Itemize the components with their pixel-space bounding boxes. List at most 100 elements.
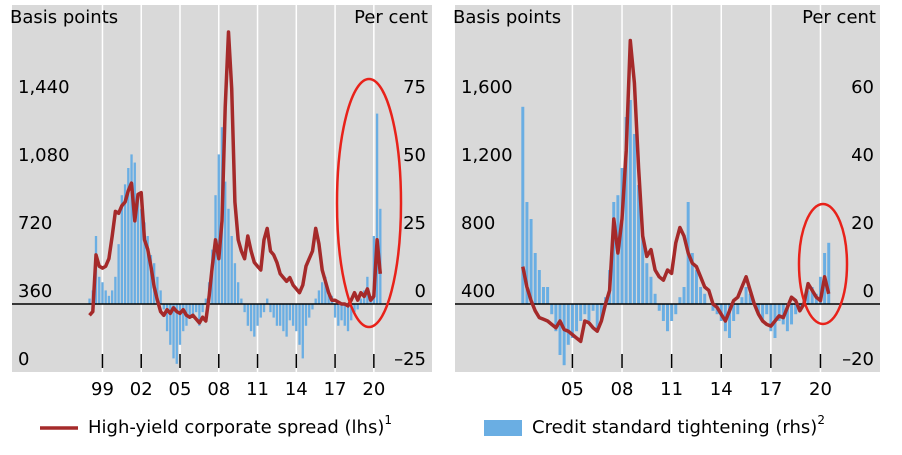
bar [133, 162, 136, 304]
bar [632, 134, 636, 304]
bar [591, 304, 595, 311]
bar [637, 185, 641, 304]
bar [227, 208, 230, 304]
y-tick-label: 720 [18, 213, 52, 234]
bar [818, 276, 822, 304]
bar [612, 202, 616, 304]
bar [127, 168, 130, 304]
bar [272, 304, 275, 318]
bar [641, 236, 645, 304]
bar [201, 304, 204, 313]
y2-tick-label: 0 [415, 281, 426, 302]
y2-tick-label: –25 [394, 349, 426, 370]
bar [288, 304, 292, 321]
bar [233, 263, 237, 304]
bar [736, 304, 740, 315]
bar [333, 304, 337, 318]
legend-text: High-yield corporate spread (lhs) [88, 417, 384, 438]
y2-tick-label: 60 [851, 77, 874, 98]
legend: High-yield corporate spread (lhs)1 Credit… [40, 413, 825, 438]
y-tick-label: 1,600 [461, 77, 513, 98]
bar [624, 117, 628, 304]
x-tick-label: 17 [759, 379, 782, 400]
bar [554, 304, 558, 332]
bar [356, 304, 359, 310]
bar [230, 236, 233, 304]
y2-tick-label: 40 [851, 145, 874, 166]
highlight-ellipse [335, 77, 403, 329]
bar [690, 253, 694, 304]
bar [794, 304, 798, 315]
bar [304, 304, 308, 326]
bar [256, 304, 259, 326]
x-tick-label: 14 [710, 379, 733, 400]
x-tick-label: 11 [660, 379, 683, 400]
y2-tick-label: 50 [403, 145, 426, 166]
bar [120, 195, 124, 304]
x-tick-label: 20 [362, 379, 385, 400]
bar [790, 304, 794, 325]
bar [529, 219, 533, 304]
bar [661, 304, 665, 321]
bar [301, 304, 304, 359]
bar [703, 293, 707, 304]
bar [159, 290, 162, 304]
bar [827, 242, 831, 304]
bar [98, 276, 101, 304]
panel: 99 02 05 08 11 14 17 20 Basis points Per cent 0 360… [10, 5, 432, 400]
y2-tick-label: –20 [842, 349, 874, 370]
bar [375, 113, 379, 304]
bar [785, 304, 789, 332]
y-axis-label: Basis points [453, 7, 561, 28]
y-tick-label: 1,440 [18, 77, 70, 98]
bar [761, 304, 765, 321]
bar [694, 270, 698, 304]
bar [204, 298, 208, 304]
bar [198, 304, 201, 326]
bar [282, 304, 285, 332]
bar [748, 293, 752, 304]
bar [320, 282, 324, 304]
bar [343, 304, 346, 326]
bar [117, 244, 120, 304]
x-tick-label: 08 [207, 379, 230, 400]
bar [350, 304, 353, 321]
y-tick-label: 0 [18, 349, 29, 370]
bar [521, 106, 525, 304]
bar [314, 298, 317, 304]
bar [278, 304, 282, 326]
bar [628, 100, 632, 304]
x-tick-label: 17 [324, 379, 347, 400]
bar [130, 154, 133, 304]
bar [178, 304, 182, 345]
y2-axis-label: Per cent [354, 7, 428, 28]
bar [337, 304, 340, 326]
x-tick-label: 05 [561, 379, 584, 400]
bar [136, 195, 140, 304]
bar [533, 253, 537, 304]
bar [769, 304, 773, 332]
bar [756, 304, 760, 315]
bar [537, 270, 541, 304]
bar [162, 304, 166, 310]
bar [359, 298, 363, 304]
bar [645, 263, 649, 304]
bar [728, 304, 732, 338]
bar [143, 222, 146, 304]
y-tick-label: 400 [461, 281, 495, 302]
y-tick-label: 360 [18, 281, 52, 302]
bar [587, 304, 591, 321]
bar [566, 304, 570, 345]
bar [550, 304, 554, 315]
bar [140, 208, 143, 304]
legend-swatch [484, 420, 522, 436]
bar [101, 282, 104, 304]
plots: 99 02 05 08 11 14 17 20 Basis points Per cent 0 360… [10, 5, 880, 400]
legend-footnote: 1 [384, 413, 392, 427]
bar [324, 276, 327, 304]
bar [259, 304, 262, 318]
bar [525, 202, 529, 304]
bar [541, 287, 545, 304]
bar [110, 290, 114, 304]
